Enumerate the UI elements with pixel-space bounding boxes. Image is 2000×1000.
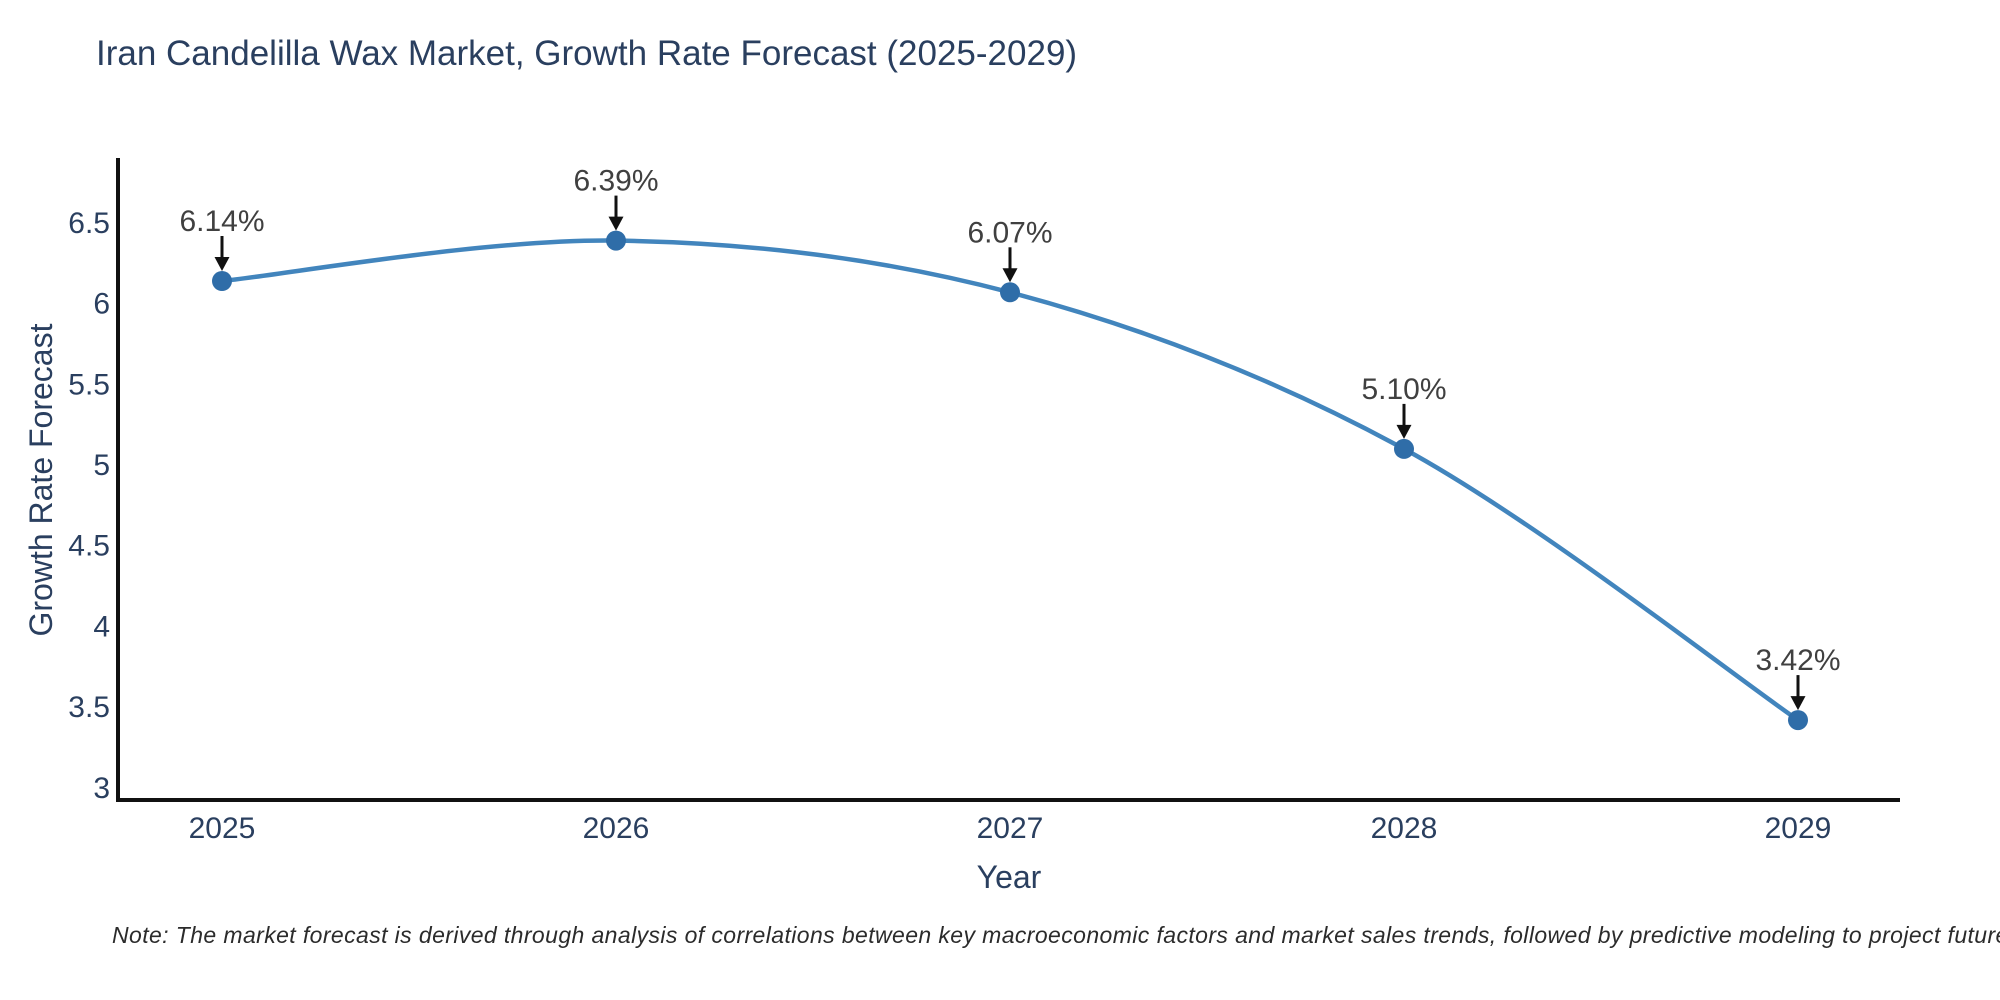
- y-tick-label: 5.5: [68, 368, 110, 401]
- data-point-2027[interactable]: [1000, 282, 1020, 303]
- y-tick-label: 3: [93, 772, 110, 805]
- annotation-label: 6.07%: [967, 216, 1052, 249]
- annotation-2027: 6.07%: [967, 216, 1053, 283]
- x-axis-tick-labels: 2025 2026 2027 2028 2029: [189, 812, 1832, 845]
- annotation-arrowhead-icon: [608, 216, 624, 231]
- annotation-arrowhead-icon: [1002, 268, 1018, 283]
- y-axis-title: Growth Rate Forecast: [23, 323, 59, 636]
- data-point-2026[interactable]: [606, 230, 626, 251]
- x-tick-label: 2028: [1371, 812, 1438, 845]
- y-axis-tick-labels: 6.5 6 5.5 5 4.5 4 3.5 3: [68, 207, 110, 805]
- x-tick-label: 2026: [583, 812, 650, 845]
- x-tick-label: 2025: [189, 812, 256, 845]
- annotation-2028: 5.10%: [1361, 373, 1447, 439]
- annotation-arrowhead-icon: [1396, 424, 1412, 439]
- forecast-line: [219, 238, 1801, 723]
- data-point-2029[interactable]: [1788, 710, 1808, 731]
- annotation-2025: 6.14%: [179, 205, 265, 271]
- data-points: [212, 230, 1808, 731]
- x-axis-title: Year: [977, 859, 1042, 895]
- y-tick-label: 6.5: [68, 207, 110, 240]
- y-tick-label: 3.5: [68, 691, 110, 724]
- data-point-2025[interactable]: [212, 271, 232, 291]
- annotation-label: 5.10%: [1361, 373, 1446, 406]
- annotation-arrowhead-icon: [1790, 696, 1806, 711]
- y-tick-label: 5: [93, 449, 110, 482]
- y-tick-label: 4.5: [68, 530, 110, 563]
- annotation-arrowhead-icon: [214, 257, 230, 271]
- annotation-label: 6.39%: [573, 165, 658, 198]
- chart-title: Iran Candelilla Wax Market, Growth Rate …: [96, 34, 1078, 73]
- point-annotations: 6.14% 6.39% 6.07% 5.10% 3.42%: [179, 165, 1841, 711]
- annotation-label: 6.14%: [179, 205, 264, 238]
- footnote: Note: The market forecast is derived thr…: [112, 922, 2000, 948]
- x-tick-label: 2027: [977, 812, 1044, 845]
- annotation-2029: 3.42%: [1755, 644, 1841, 711]
- data-point-2028[interactable]: [1394, 438, 1414, 459]
- annotation-label: 3.42%: [1755, 644, 1840, 677]
- y-tick-label: 6: [93, 288, 110, 321]
- y-tick-label: 4: [93, 611, 110, 644]
- x-tick-label: 2029: [1765, 812, 1832, 845]
- annotation-2026: 6.39%: [573, 165, 659, 231]
